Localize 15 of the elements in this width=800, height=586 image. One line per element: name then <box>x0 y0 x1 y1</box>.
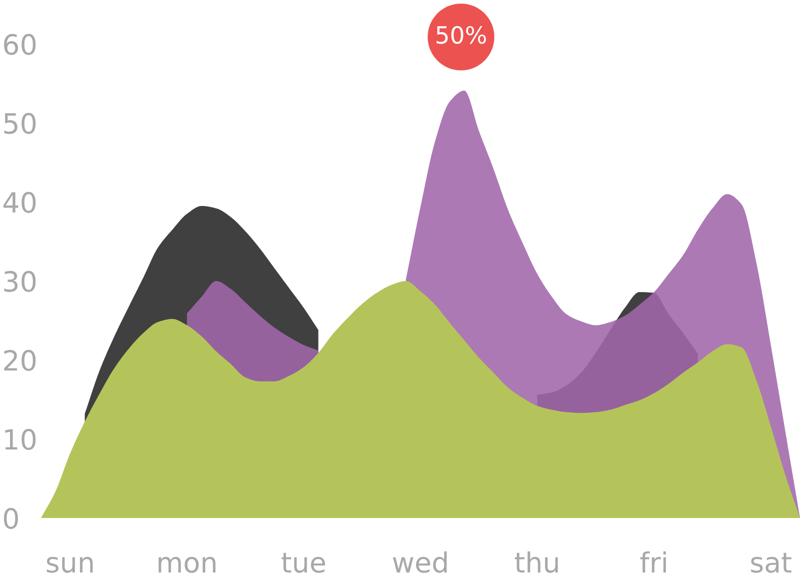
text: 50% <box>436 26 486 44</box>
x-tick-label: fri <box>640 551 666 572</box>
y-tick-label: 50 <box>4 112 36 134</box>
x-tick-label: wed <box>392 551 447 573</box>
x-tick-label: sun <box>46 556 93 573</box>
x-tick-label: thu <box>514 551 558 573</box>
y-tick-label: 60 <box>4 34 36 55</box>
x-tick-label: sat <box>751 552 792 573</box>
x-tick-label: mon <box>158 556 216 573</box>
y-tick-label: 40 <box>3 192 36 213</box>
y-tick-label: 10 <box>5 428 36 450</box>
y-tick-label: 0 <box>4 508 18 529</box>
y-tick-label: 30 <box>4 270 36 292</box>
y-tick-label: 20 <box>4 350 36 371</box>
x-tick-label: tue <box>282 552 326 573</box>
